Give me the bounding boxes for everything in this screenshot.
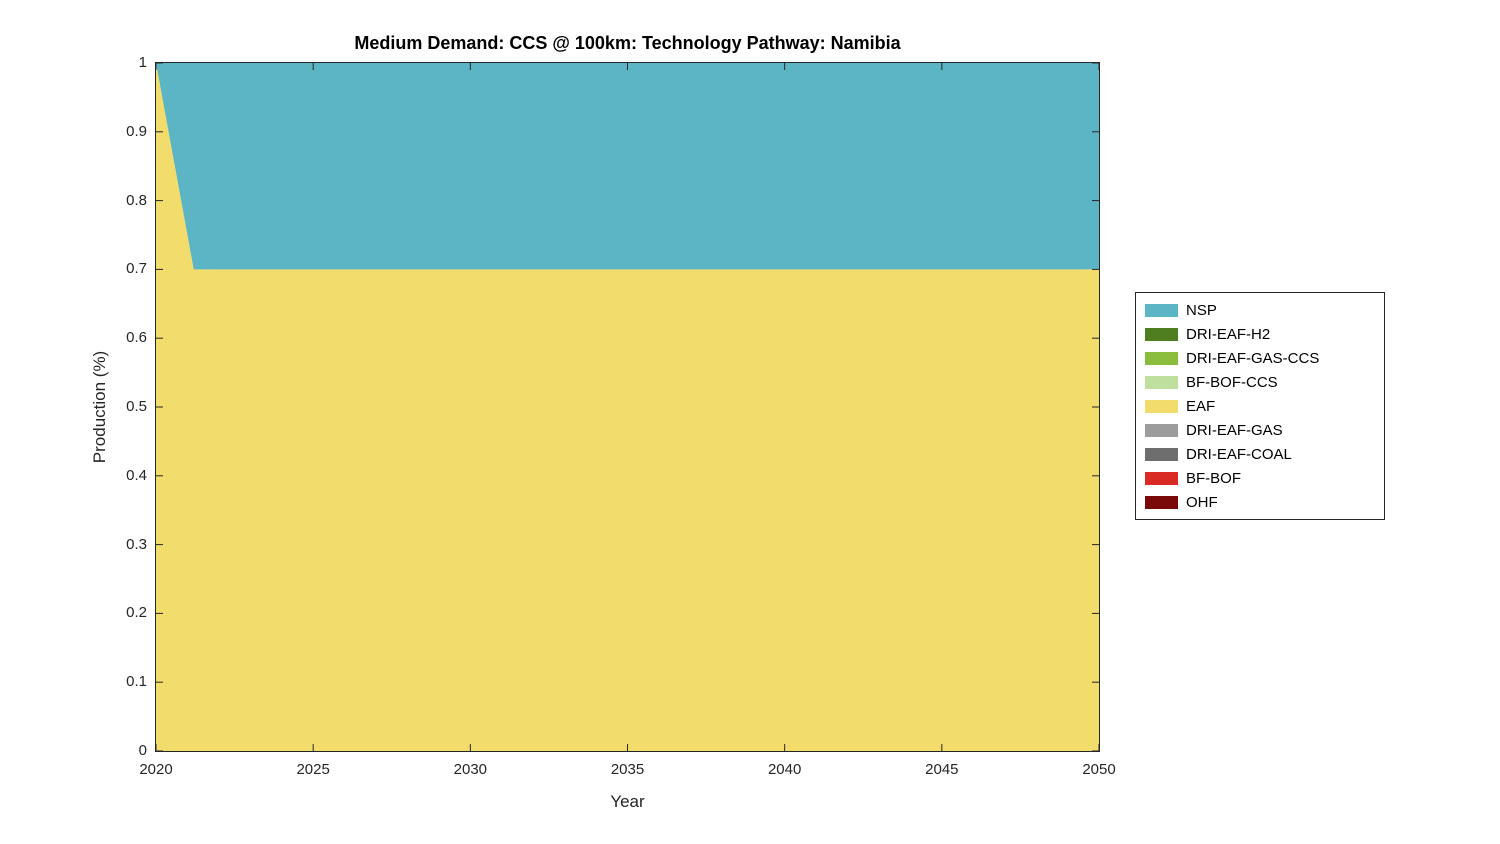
y-tick-label: 0.1 bbox=[126, 673, 147, 691]
y-tick-label: 0 bbox=[138, 742, 147, 759]
legend-swatch-icon bbox=[1145, 447, 1178, 461]
y-tick-label: 0.8 bbox=[126, 191, 147, 209]
legend-item-bf-bof-ccs: BF-BOF-CCS bbox=[1136, 370, 1384, 394]
area-series-eaf bbox=[156, 63, 1099, 751]
y-tick-label: 0.4 bbox=[126, 466, 147, 484]
legend-swatch-icon bbox=[1145, 351, 1178, 365]
legend-label: DRI-EAF-GAS-CCS bbox=[1186, 349, 1320, 367]
y-tick-label: 0.3 bbox=[126, 535, 147, 553]
y-tick-label: 0.2 bbox=[126, 604, 147, 622]
plot-svg bbox=[156, 63, 1099, 751]
x-tick-label: 2050 bbox=[1082, 761, 1116, 778]
x-tick-label: 2030 bbox=[453, 761, 488, 778]
legend-label: BF-BOF bbox=[1186, 469, 1241, 487]
legend-item-dri-eaf-h2: DRI-EAF-H2 bbox=[1136, 322, 1384, 346]
legend: NSP DRI-EAF-H2 DRI-EAF-GAS-CCS BF-BOF-CCS EA… bbox=[1135, 292, 1385, 520]
legend-item-dri-eaf-gas-ccs: DRI-EAF-GAS-CCS bbox=[1136, 346, 1384, 370]
legend-label: DRI-EAF-GAS bbox=[1186, 421, 1283, 439]
legend-item-eaf: EAF bbox=[1136, 394, 1384, 418]
x-tick-label: 2045 bbox=[925, 761, 959, 778]
legend-swatch-icon bbox=[1145, 471, 1178, 485]
y-tick-label: 0.5 bbox=[126, 398, 147, 415]
legend-label: OHF bbox=[1186, 493, 1218, 511]
legend-swatch-icon bbox=[1145, 423, 1178, 437]
legend-swatch-icon bbox=[1145, 399, 1178, 413]
legend-item-nsp: NSP bbox=[1136, 298, 1384, 322]
y-tick-label: 1 bbox=[138, 54, 147, 71]
x-tick-label: 2035 bbox=[610, 761, 645, 778]
legend-label: NSP bbox=[1186, 301, 1217, 319]
legend-swatch-icon bbox=[1145, 303, 1178, 317]
legend-swatch-icon bbox=[1145, 495, 1178, 509]
legend-label: BF-BOF-CCS bbox=[1186, 373, 1278, 391]
x-tick-label: 2025 bbox=[296, 761, 330, 778]
x-axis-label: Year bbox=[610, 792, 645, 811]
y-tick-label: 0.6 bbox=[126, 329, 147, 347]
legend-item-ohf: OHF bbox=[1136, 490, 1384, 514]
legend-swatch-icon bbox=[1145, 327, 1178, 341]
legend-item-dri-eaf-gas: DRI-EAF-GAS bbox=[1136, 418, 1384, 442]
legend-label: DRI-EAF-COAL bbox=[1186, 445, 1292, 463]
legend-item-dri-eaf-coal: DRI-EAF-COAL bbox=[1136, 442, 1384, 466]
legend-label: EAF bbox=[1186, 397, 1216, 415]
x-tick-label: 2020 bbox=[139, 761, 173, 778]
y-tick-label: 0.9 bbox=[126, 122, 147, 140]
area-series-nsp bbox=[156, 63, 1099, 270]
legend-item-bf-bof: BF-BOF bbox=[1136, 466, 1384, 490]
chart-title: Medium Demand: CCS @ 100km: Technology P… bbox=[354, 33, 901, 53]
x-tick-label: 2040 bbox=[767, 761, 802, 778]
y-tick-label: 0.7 bbox=[126, 260, 147, 278]
legend-swatch-icon bbox=[1145, 375, 1178, 389]
plot-area bbox=[155, 62, 1100, 752]
legend-label: DRI-EAF-H2 bbox=[1186, 325, 1271, 343]
